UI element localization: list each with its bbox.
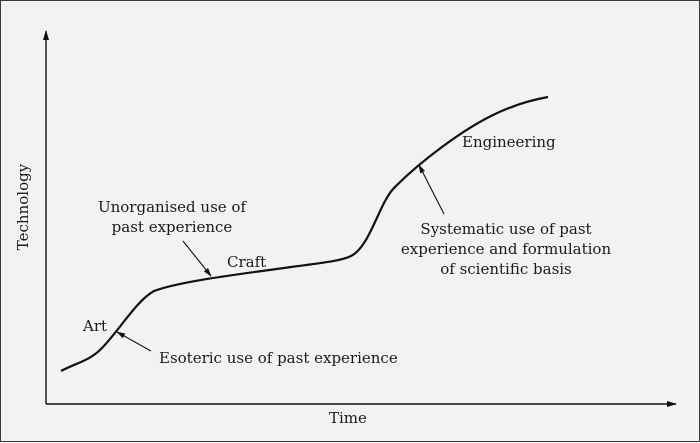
annotation-systematic-line-1: Systematic use of past: [420, 220, 592, 238]
systematic-pointer: [418, 164, 445, 215]
x-axis-label: Time: [329, 409, 367, 427]
annotation-unorganised-line-2: past experience: [111, 218, 233, 236]
annotation-systematic: Systematic use of past experience and fo…: [386, 219, 626, 279]
y-axis-label: Technology: [14, 163, 32, 251]
unorganised-pointer: [182, 240, 212, 277]
annotation-systematic-line-3: of scientific basis: [440, 260, 572, 278]
stage-label-art: Art: [83, 317, 108, 335]
stage-label-engineering: Engineering: [462, 133, 556, 151]
annotation-systematic-line-2: experience and formulation: [400, 240, 612, 258]
annotation-unorganised-line-1: Unorganised use of: [97, 198, 247, 216]
esoteric-pointer: [116, 331, 152, 352]
annotation-esoteric: Esoteric use of past experience: [159, 349, 398, 367]
technology-curve: [60, 95, 549, 372]
stage-label-craft: Craft: [227, 253, 267, 271]
annotation-unorganised: Unorganised use of past experience: [77, 197, 267, 237]
